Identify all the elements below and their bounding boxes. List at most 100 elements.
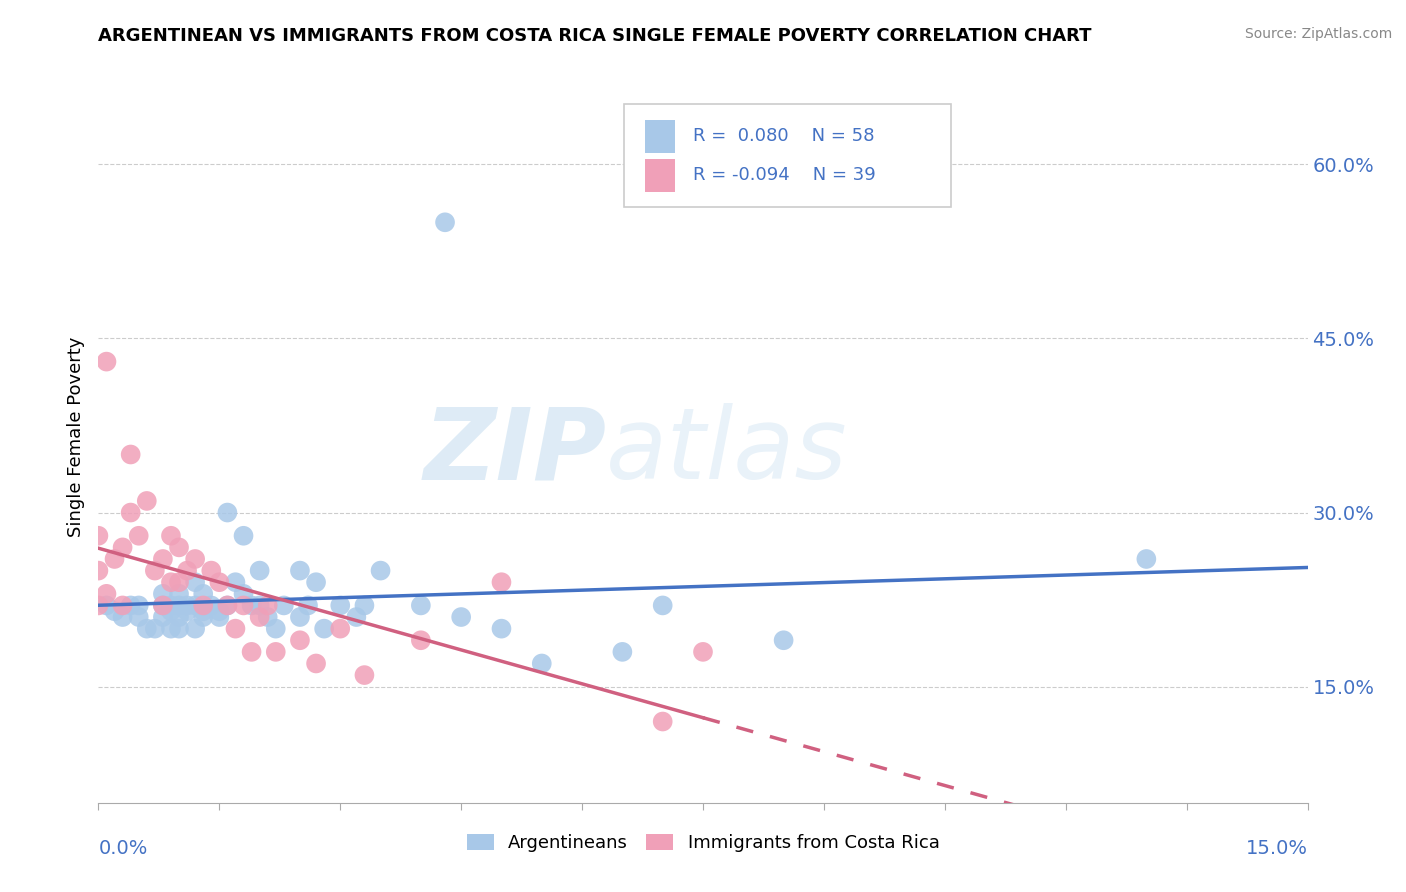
Point [152,599,174,613]
Point [208,610,231,624]
Point [87,564,110,578]
Point [297,599,319,613]
Point [329,622,352,636]
Point [135,494,157,508]
Point [305,575,328,590]
Point [370,564,392,578]
Point [264,645,287,659]
Point [232,599,254,613]
Point [193,604,215,618]
Point [176,564,198,578]
Point [176,599,198,613]
Point [120,506,142,520]
Point [160,604,183,618]
Point [240,645,263,659]
Point [184,552,207,566]
Point [167,587,190,601]
Point [111,610,134,624]
Text: Source: ZipAtlas.com: Source: ZipAtlas.com [1244,27,1392,41]
Point [249,610,271,624]
Point [160,622,183,636]
Point [200,564,222,578]
Point [120,599,142,613]
Point [288,610,311,624]
Point [208,575,231,590]
Point [256,599,278,613]
Point [143,622,166,636]
Point [167,622,190,636]
Point [612,645,634,659]
Point [288,564,311,578]
Point [249,564,271,578]
Point [152,552,174,566]
Point [434,215,457,229]
Point [224,575,246,590]
Point [152,599,174,613]
Point [103,552,125,566]
FancyBboxPatch shape [645,159,675,192]
Point [193,587,215,601]
Point [329,599,352,613]
Point [217,599,239,613]
Point [288,633,311,648]
Point [152,587,174,601]
Point [160,529,183,543]
Point [87,529,110,543]
Point [409,633,432,648]
Point [273,599,295,613]
Point [184,622,207,636]
Point [167,541,190,555]
Y-axis label: Single Female Poverty: Single Female Poverty [66,337,84,537]
Point [256,610,278,624]
Point [160,575,183,590]
Point [353,668,375,682]
Point [87,599,110,613]
Point [1135,552,1157,566]
Point [249,599,271,613]
Point [491,622,513,636]
Point [193,610,215,624]
Text: ZIP: ZIP [423,403,606,500]
Point [160,599,183,613]
Point [353,599,375,613]
Point [232,587,254,601]
Point [167,575,190,590]
FancyBboxPatch shape [624,104,950,207]
Point [409,599,432,613]
Text: R = -0.094    N = 39: R = -0.094 N = 39 [693,166,876,185]
Point [184,575,207,590]
Point [143,564,166,578]
Point [184,599,207,613]
Text: 0.0%: 0.0% [98,839,148,858]
Point [232,529,254,543]
Point [772,633,794,648]
Point [305,657,328,671]
Text: ARGENTINEAN VS IMMIGRANTS FROM COSTA RICA SINGLE FEMALE POVERTY CORRELATION CHAR: ARGENTINEAN VS IMMIGRANTS FROM COSTA RIC… [98,27,1092,45]
Text: R =  0.080    N = 58: R = 0.080 N = 58 [693,127,875,145]
Point [128,610,150,624]
Point [120,448,142,462]
Point [344,610,367,624]
Point [111,541,134,555]
Point [450,610,472,624]
Point [152,610,174,624]
Point [96,599,118,613]
Point [167,610,190,624]
Text: 15.0%: 15.0% [1246,839,1308,858]
Point [193,599,215,613]
Point [111,599,134,613]
Point [128,599,150,613]
Point [217,506,239,520]
Point [103,604,125,618]
Point [200,599,222,613]
Text: atlas: atlas [606,403,848,500]
Point [217,599,239,613]
Point [167,599,190,613]
Point [96,354,118,368]
Point [224,622,246,636]
Point [651,714,673,729]
Point [128,529,150,543]
Point [240,599,263,613]
Point [96,587,118,601]
Point [176,604,198,618]
